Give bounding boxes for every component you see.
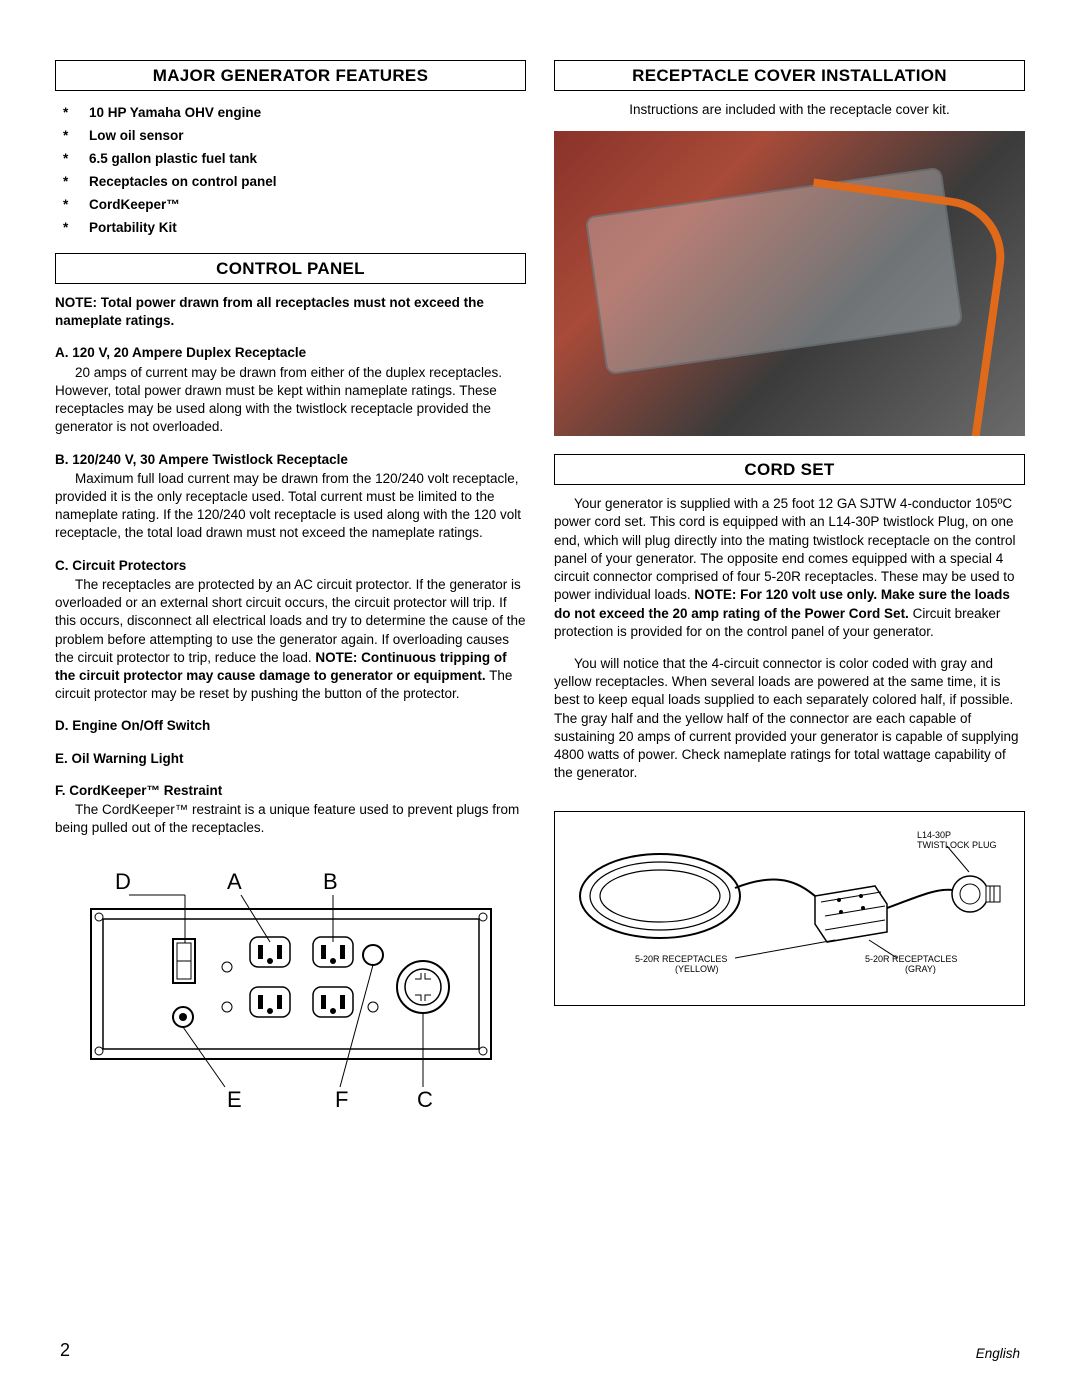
feature-item: CordKeeper™ bbox=[63, 193, 526, 216]
receptacle-cover-photo bbox=[554, 131, 1025, 436]
cord-set-para-1: Your generator is supplied with a 25 foo… bbox=[554, 495, 1025, 641]
item-e-head: E. Oil Warning Light bbox=[55, 750, 526, 768]
item-f-head: F. CordKeeper™ Restraint bbox=[55, 782, 526, 800]
item-a-body: 20 amps of current may be drawn from eit… bbox=[55, 364, 526, 437]
item-f-body: The CordKeeper™ restraint is a unique fe… bbox=[55, 801, 526, 837]
svg-text:(GRAY): (GRAY) bbox=[905, 964, 936, 974]
page-number: 2 bbox=[60, 1340, 70, 1361]
svg-text:A: A bbox=[227, 869, 242, 894]
cord-set-para-2: You will notice that the 4-circuit conne… bbox=[554, 655, 1025, 783]
cord-set-header: CORD SET bbox=[554, 454, 1025, 485]
item-b: B. 120/240 V, 30 Ampere Twistlock Recept… bbox=[55, 451, 526, 543]
svg-text:(YELLOW): (YELLOW) bbox=[675, 964, 719, 974]
feature-list: 10 HP Yamaha OHV engine Low oil sensor 6… bbox=[55, 101, 526, 239]
svg-text:TWISTLOCK PLUG: TWISTLOCK PLUG bbox=[917, 840, 997, 850]
item-c-body: The receptacles are protected by an AC c… bbox=[55, 576, 526, 704]
item-a-head: A. 120 V, 20 Ampere Duplex Receptacle bbox=[55, 344, 526, 362]
item-d-head: D. Engine On/Off Switch bbox=[55, 717, 526, 735]
item-f: F. CordKeeper™ Restraint The CordKeeper™… bbox=[55, 782, 526, 838]
control-panel-header: CONTROL PANEL bbox=[55, 253, 526, 284]
receptacle-cover-text: Instructions are included with the recep… bbox=[554, 101, 1025, 119]
feature-item: Portability Kit bbox=[63, 216, 526, 239]
svg-text:L14-30P: L14-30P bbox=[917, 830, 951, 840]
item-c-head: C. Circuit Protectors bbox=[55, 557, 526, 575]
language-label: English bbox=[976, 1346, 1020, 1361]
item-e: E. Oil Warning Light bbox=[55, 750, 526, 768]
svg-text:D: D bbox=[115, 869, 131, 894]
feature-item: Low oil sensor bbox=[63, 124, 526, 147]
svg-text:5-20R RECEPTACLES: 5-20R RECEPTACLES bbox=[635, 954, 727, 964]
feature-item: 6.5 gallon plastic fuel tank bbox=[63, 147, 526, 170]
item-b-head: B. 120/240 V, 30 Ampere Twistlock Recept… bbox=[55, 451, 526, 469]
cord-set-diagram: L14-30P TWISTLOCK PLUG 5-20R RECEPTACLES… bbox=[554, 811, 1025, 1006]
item-b-body: Maximum full load current may be drawn f… bbox=[55, 470, 526, 543]
control-panel-note: NOTE: Total power drawn from all recepta… bbox=[55, 294, 526, 330]
receptacle-cover-header: RECEPTACLE COVER INSTALLATION bbox=[554, 60, 1025, 91]
feature-item: 10 HP Yamaha OHV engine bbox=[63, 101, 526, 124]
item-a: A. 120 V, 20 Ampere Duplex Receptacle 20… bbox=[55, 344, 526, 436]
svg-text:C: C bbox=[417, 1087, 433, 1112]
svg-text:E: E bbox=[227, 1087, 242, 1112]
svg-text:F: F bbox=[335, 1087, 348, 1112]
svg-text:B: B bbox=[323, 869, 338, 894]
major-features-header: MAJOR GENERATOR FEATURES bbox=[55, 60, 526, 91]
svg-text:5-20R RECEPTACLES: 5-20R RECEPTACLES bbox=[865, 954, 957, 964]
item-d: D. Engine On/Off Switch bbox=[55, 717, 526, 735]
item-c: C. Circuit Protectors The receptacles ar… bbox=[55, 557, 526, 704]
control-panel-diagram: D A B bbox=[55, 867, 526, 1122]
feature-item: Receptacles on control panel bbox=[63, 170, 526, 193]
